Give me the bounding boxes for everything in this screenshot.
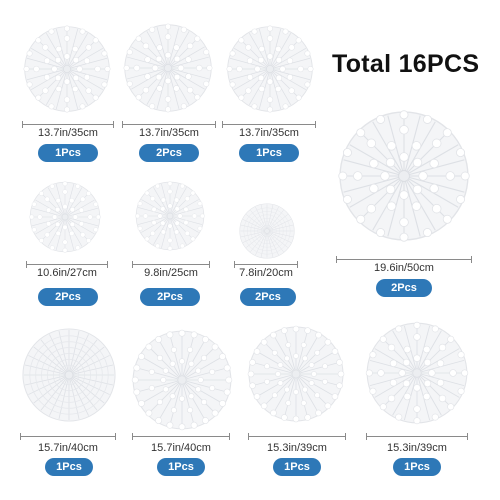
size-label: 15.3in/39cm bbox=[267, 442, 327, 454]
paper-fan-image bbox=[226, 25, 314, 113]
size-label: 15.7in/40cm bbox=[151, 442, 211, 454]
size-label: 15.3in/39cm bbox=[387, 442, 447, 454]
dimension-line bbox=[132, 433, 230, 440]
quantity-badge: 1Pcs bbox=[273, 458, 321, 476]
total-count-heading: Total 16PCS bbox=[332, 50, 480, 78]
dimension-line bbox=[336, 256, 472, 263]
size-label: 13.7in/35cm bbox=[139, 127, 199, 139]
quantity-badge: 1Pcs bbox=[157, 458, 205, 476]
quantity-badge: 1Pcs bbox=[45, 458, 93, 476]
dimension-line bbox=[22, 121, 114, 128]
dimension-line bbox=[248, 433, 346, 440]
size-label: 19.6in/50cm bbox=[374, 262, 434, 274]
dimension-line bbox=[122, 121, 216, 128]
size-label: 10.6in/27cm bbox=[37, 267, 97, 279]
paper-fan-image bbox=[365, 321, 469, 425]
quantity-badge: 2Pcs bbox=[240, 288, 296, 306]
paper-fan-image bbox=[247, 325, 345, 423]
dimension-line bbox=[20, 433, 116, 440]
quantity-badge: 2Pcs bbox=[376, 279, 432, 297]
paper-fan-image bbox=[29, 181, 101, 253]
dimension-line bbox=[366, 433, 468, 440]
paper-fan-image bbox=[22, 328, 116, 422]
dimension-line bbox=[26, 261, 108, 268]
size-label: 13.7in/35cm bbox=[239, 127, 299, 139]
paper-fan-image bbox=[135, 181, 205, 251]
size-label: 9.8in/25cm bbox=[144, 267, 198, 279]
quantity-badge: 1Pcs bbox=[38, 144, 98, 162]
paper-fan-image bbox=[239, 203, 295, 259]
dimension-line bbox=[132, 261, 210, 268]
paper-fan-image bbox=[23, 25, 111, 113]
size-label: 13.7in/35cm bbox=[38, 127, 98, 139]
paper-fan-image bbox=[123, 23, 213, 113]
quantity-badge: 1Pcs bbox=[239, 144, 299, 162]
dimension-line bbox=[222, 121, 316, 128]
size-label: 15.7in/40cm bbox=[38, 442, 98, 454]
dimension-line bbox=[234, 261, 298, 268]
size-label: 7.8in/20cm bbox=[239, 267, 293, 279]
quantity-badge: 2Pcs bbox=[140, 288, 200, 306]
quantity-badge: 2Pcs bbox=[38, 288, 98, 306]
paper-fan-image bbox=[131, 329, 233, 431]
quantity-badge: 2Pcs bbox=[139, 144, 199, 162]
quantity-badge: 1Pcs bbox=[393, 458, 441, 476]
paper-fan-image bbox=[338, 110, 470, 242]
